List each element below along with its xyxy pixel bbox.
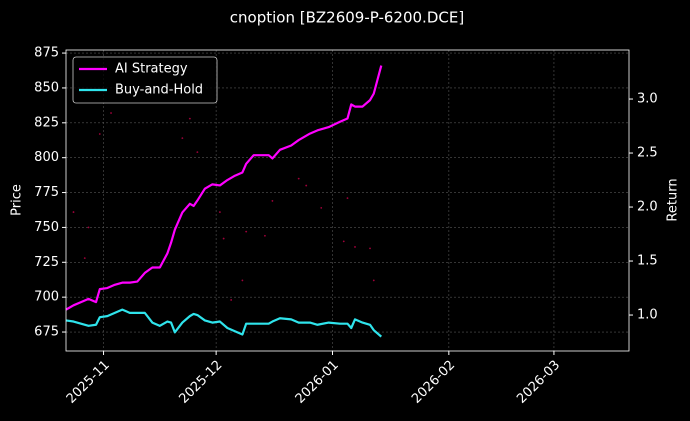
chart-title: cnoption [BZ2609-P-6200.DCE] (230, 9, 464, 27)
y2-tick-label: 2.5 (637, 146, 658, 161)
y-tick-label: 875 (34, 46, 59, 61)
price-point (72, 211, 75, 213)
legend-label: AI Strategy (115, 62, 188, 77)
price-point (87, 226, 90, 229)
price-point (297, 177, 300, 180)
price-point (320, 206, 323, 209)
plot-frame (65, 49, 630, 352)
price-point (372, 279, 375, 282)
price-point (245, 230, 248, 233)
price-point (196, 151, 199, 154)
legend-label: Buy-and-Hold (115, 83, 203, 98)
y2-tick-label: 3.0 (637, 92, 658, 107)
price-point (241, 279, 244, 282)
series-line (65, 308, 382, 338)
price-point (264, 234, 266, 237)
y2-tick-label: 1.5 (637, 254, 658, 269)
y-tick-label: 850 (34, 80, 59, 95)
y-axis-label: Price (10, 184, 25, 216)
price-point (83, 257, 86, 260)
y-tick-label: 675 (34, 325, 59, 340)
price-point (305, 184, 308, 187)
series-line (65, 65, 383, 311)
price-point (222, 237, 225, 240)
price-point (369, 247, 371, 250)
y-tick-label: 700 (34, 290, 59, 305)
y-tick-label: 775 (34, 185, 59, 200)
price-point (346, 197, 349, 200)
price-point (218, 211, 221, 213)
legend-box (72, 56, 218, 104)
y-tick-label: 825 (34, 115, 59, 130)
y2-tick-label: 1.0 (637, 308, 658, 323)
price-point (98, 133, 101, 135)
y-tick-label: 725 (34, 255, 59, 270)
price-point (342, 240, 345, 243)
y2-axis-label: Return (666, 178, 681, 221)
price-point (354, 246, 356, 248)
y-tick-label: 800 (34, 150, 59, 165)
price-point (181, 137, 184, 140)
price-point (110, 112, 112, 114)
y-tick-label: 750 (34, 220, 59, 235)
y2-tick-label: 2.0 (637, 200, 658, 215)
price-point (188, 117, 191, 120)
price-point (230, 299, 233, 301)
price-point (271, 200, 274, 202)
